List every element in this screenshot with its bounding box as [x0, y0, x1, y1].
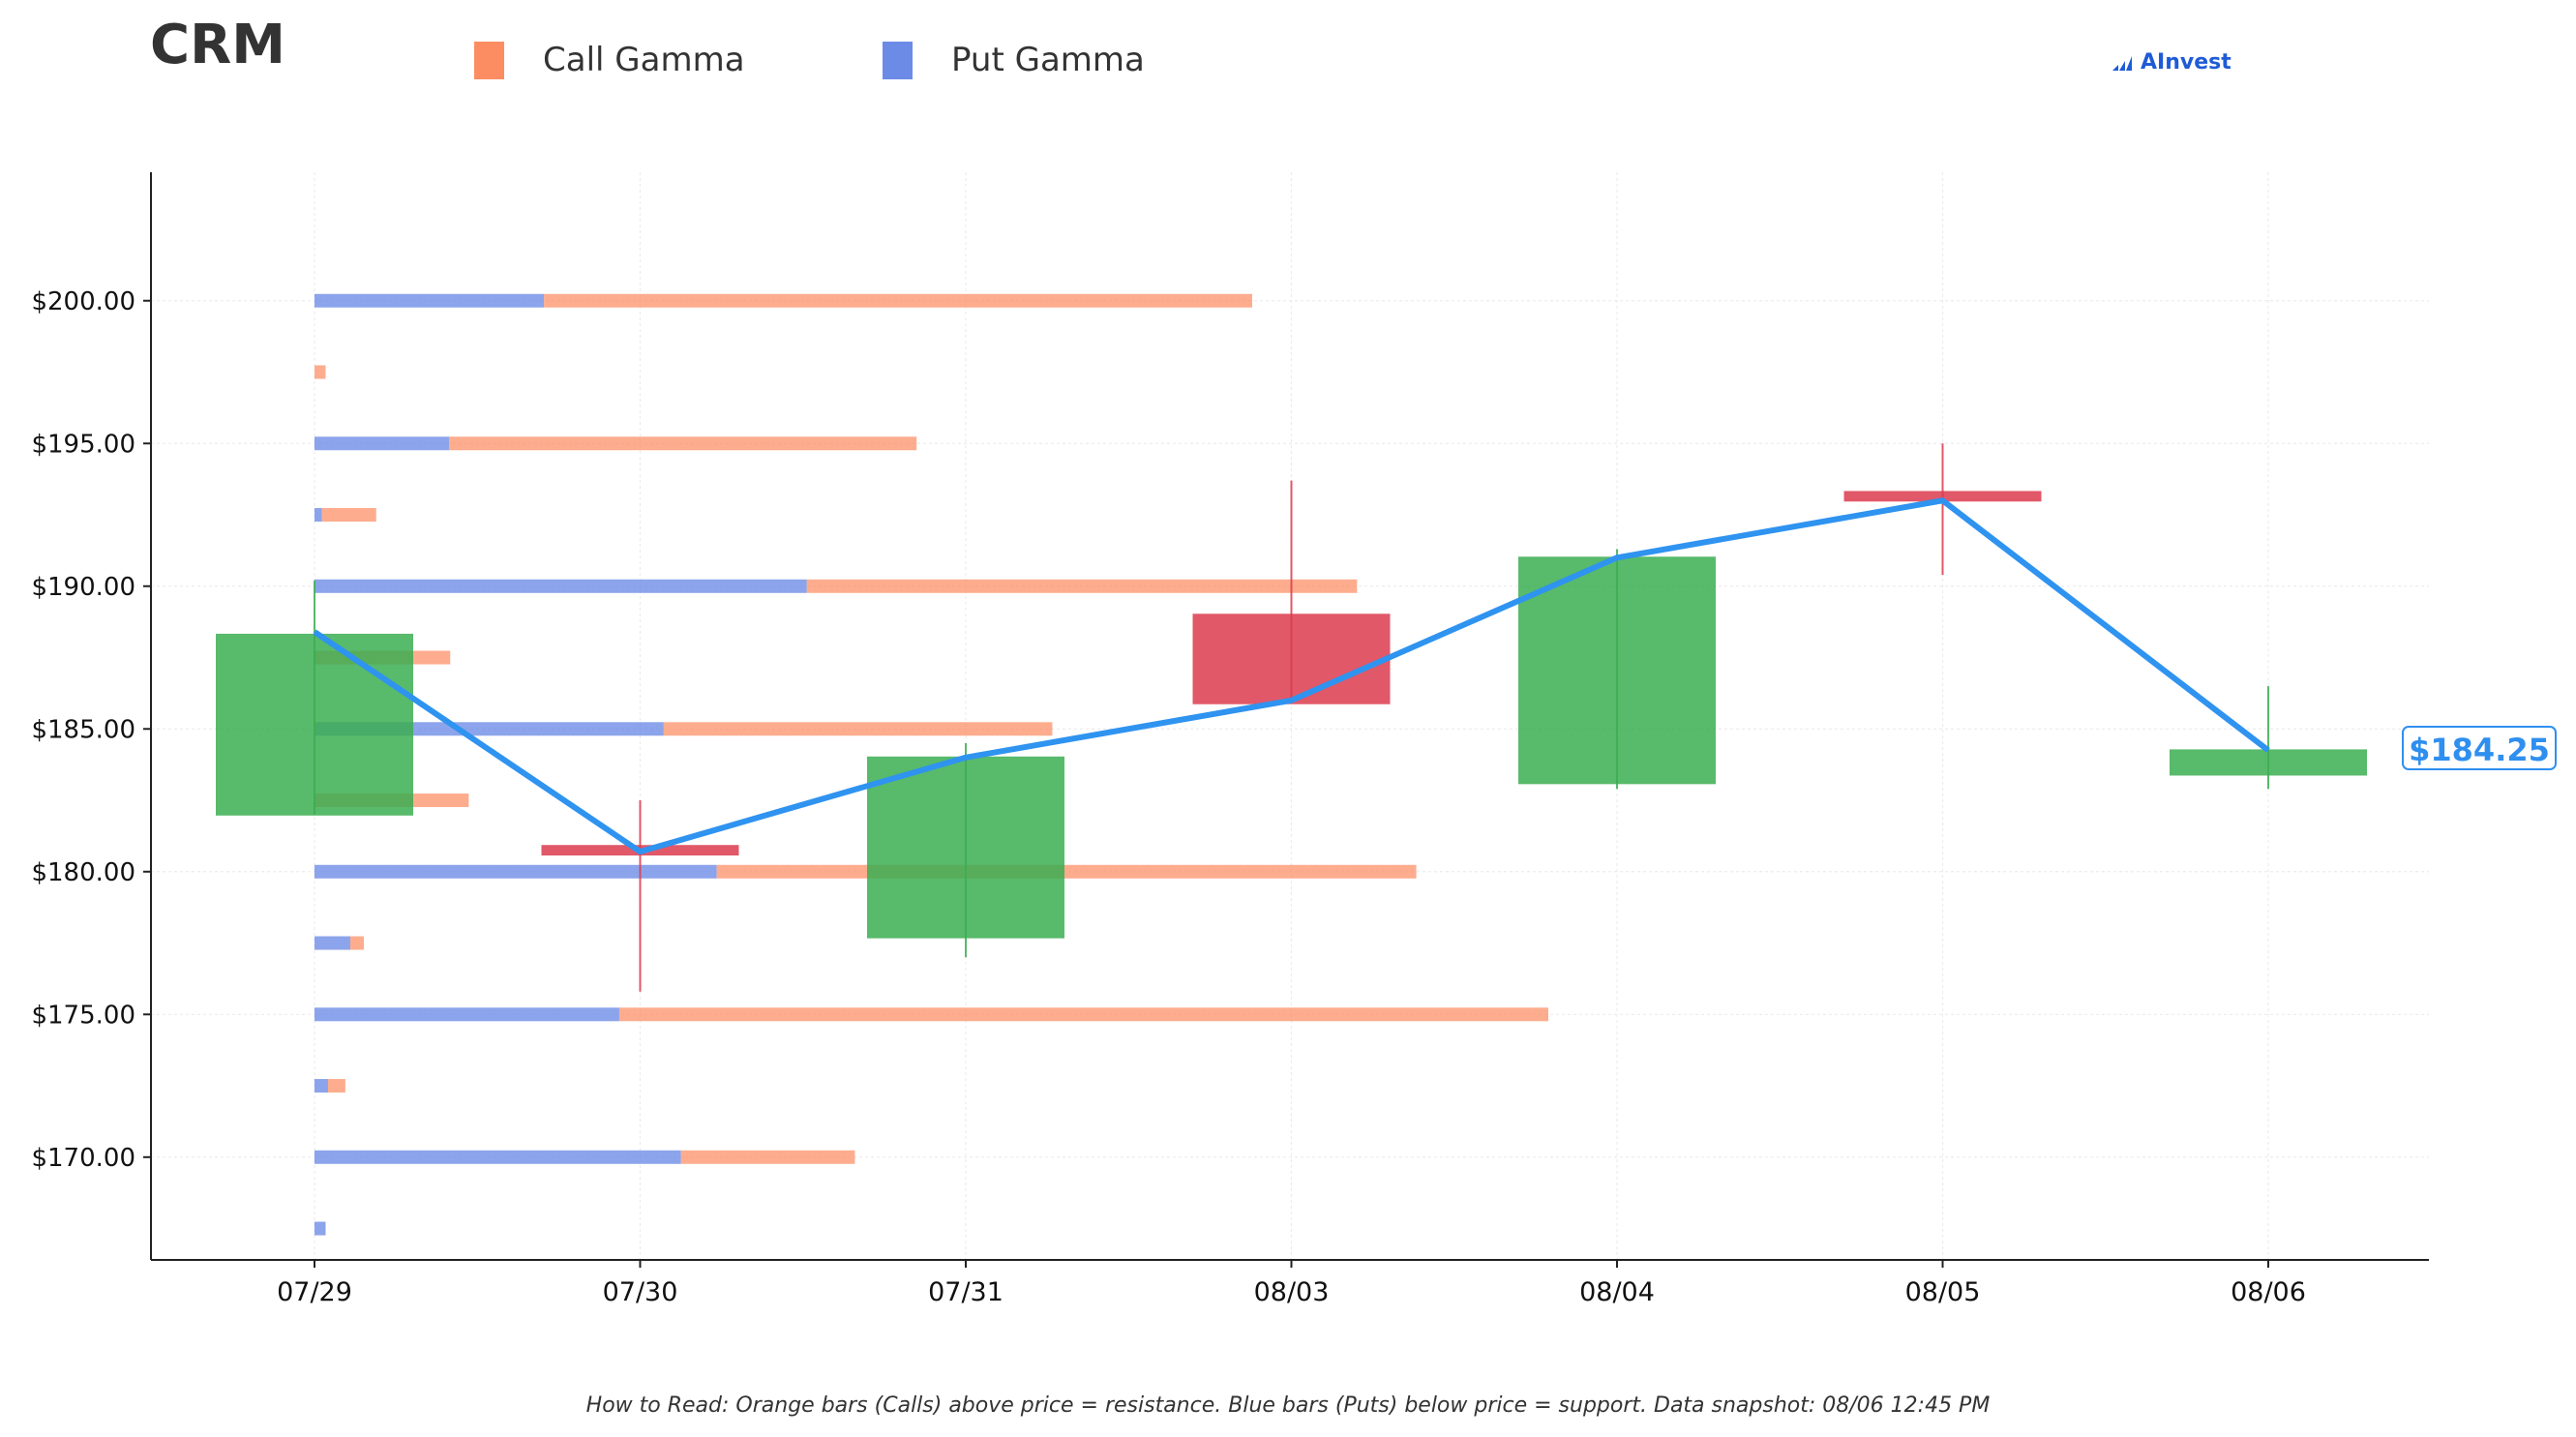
put-gamma-bar [315, 864, 717, 879]
brand-chart-icon [2112, 55, 2132, 71]
call-gamma-bar [618, 1007, 1548, 1022]
ticker-title: CRM [150, 14, 285, 76]
x-tick-label: 07/31 [928, 1277, 1003, 1307]
put-gamma-bar [315, 293, 545, 308]
call-gamma-bar [663, 722, 1053, 736]
put-gamma-bar [315, 1150, 681, 1164]
call-gamma-bar [328, 1079, 345, 1093]
x-tick-label: 07/29 [277, 1277, 352, 1307]
price-line [313, 497, 2270, 855]
call-gamma-bar [448, 436, 917, 451]
call-gamma-bar [315, 365, 326, 379]
legend-put-label: Put Gamma [951, 41, 1145, 79]
call-swatch [474, 41, 504, 79]
price-line-layer [313, 497, 2270, 855]
call-gamma-bar [716, 864, 1417, 879]
put-gamma-bar [315, 1221, 326, 1236]
x-tick-label: 08/04 [1579, 1277, 1655, 1307]
candle-body [1518, 556, 1716, 785]
footnote: How to Read: Orange bars (Calls) above p… [585, 1393, 1991, 1418]
candle-body [2170, 749, 2367, 776]
put-gamma-bar [315, 579, 807, 593]
put-gamma-bar [315, 436, 449, 451]
call-gamma-bar [349, 936, 364, 950]
brand-name: AInvest [2141, 50, 2232, 75]
put-gamma-bar [315, 1007, 619, 1022]
y-tick-label: $200.00 [31, 287, 135, 316]
y-tick-label: $175.00 [31, 1001, 135, 1030]
put-gamma-bar [315, 508, 322, 523]
y-tick-label: $195.00 [31, 430, 135, 459]
y-tick-label: $170.00 [31, 1144, 135, 1173]
call-gamma-bar [321, 508, 376, 523]
y-tick-label: $180.00 [31, 858, 135, 887]
legend-call-label: Call Gamma [543, 41, 745, 79]
call-gamma-bar [544, 293, 1252, 308]
candle-body [216, 633, 413, 816]
y-tick-label: $190.00 [31, 573, 135, 602]
put-gamma-bar [315, 936, 350, 950]
candlesticks [216, 443, 2367, 992]
x-tick-label: 08/06 [2231, 1277, 2306, 1307]
x-tick-label: 08/05 [1905, 1277, 1981, 1307]
grid-lines [151, 172, 2429, 1260]
candle-body [1192, 614, 1391, 704]
x-tick-label: 07/30 [603, 1277, 678, 1307]
call-gamma-bar [680, 1150, 855, 1164]
candle-body [867, 756, 1064, 939]
last-price-tag: $184.25 [2402, 726, 2557, 770]
brand-logo: AInvest [2112, 50, 2232, 75]
call-gamma-bar [806, 579, 1358, 593]
x-tick-label: 08/03 [1254, 1277, 1330, 1307]
y-tick-label: $185.00 [31, 715, 135, 744]
put-gamma-bar [315, 1079, 329, 1093]
axes: $170.00 $175.00 $180.00 $185.00 $190.00 $195.… [31, 172, 2429, 1307]
legend-call: Call Gamma [474, 37, 745, 83]
legend-put: Put Gamma [883, 37, 1145, 83]
put-swatch [883, 41, 913, 79]
